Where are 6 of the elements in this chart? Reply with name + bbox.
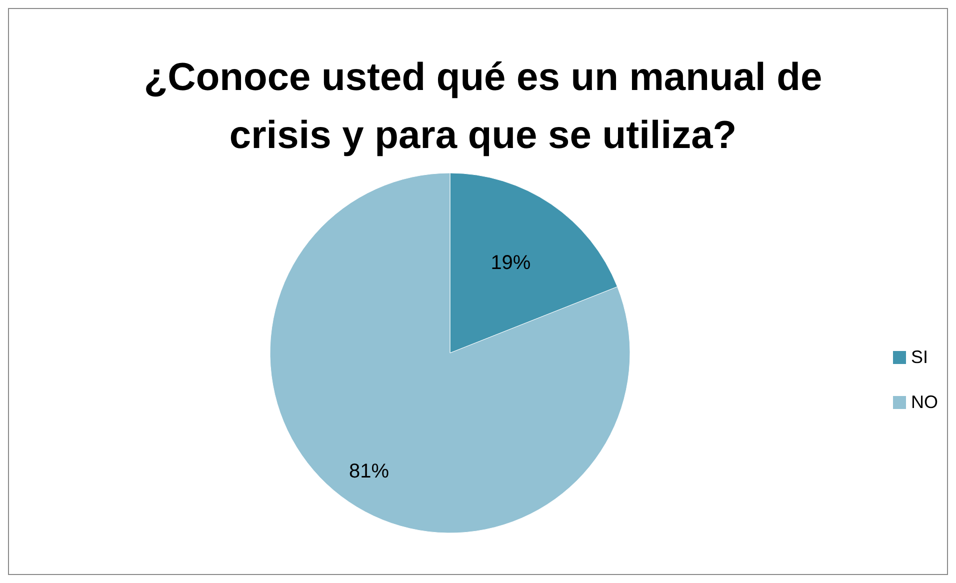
data-label: 81% bbox=[349, 460, 390, 482]
legend-label: NO bbox=[911, 392, 938, 412]
chart-title: ¿Conoce usted qué es un manual de crisis y para que se utiliza? bbox=[144, 56, 822, 157]
legend-label: SI bbox=[911, 346, 928, 367]
pie-slice bbox=[270, 172, 630, 534]
data-label: 19% bbox=[490, 252, 531, 274]
